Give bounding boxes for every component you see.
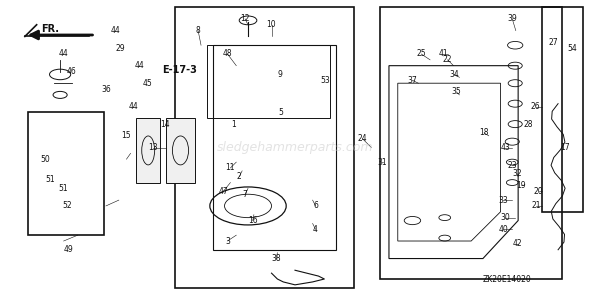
Text: 18: 18	[479, 128, 489, 137]
Text: 39: 39	[507, 14, 517, 23]
Text: 45: 45	[142, 79, 152, 88]
Text: 41: 41	[438, 50, 448, 58]
Text: 53: 53	[320, 76, 330, 85]
Text: 35: 35	[451, 88, 461, 96]
Text: 44: 44	[135, 61, 145, 70]
Text: 38: 38	[271, 254, 281, 263]
Text: 25: 25	[417, 50, 426, 58]
Text: 37: 37	[408, 76, 417, 85]
Text: sledgehammerparts.com: sledgehammerparts.com	[217, 141, 373, 154]
Text: 1: 1	[231, 119, 236, 129]
Text: 34: 34	[450, 70, 460, 79]
Text: 5: 5	[278, 108, 283, 117]
Text: 49: 49	[64, 245, 74, 254]
Text: 54: 54	[568, 44, 577, 53]
Bar	[136, 118, 160, 183]
Text: 7: 7	[242, 190, 248, 199]
Text: 16: 16	[248, 216, 257, 225]
Text: 40: 40	[499, 225, 509, 234]
Text: FR.: FR.	[41, 24, 60, 34]
Bar	[175, 7, 354, 288]
Text: 23: 23	[507, 160, 517, 170]
Text: 12: 12	[240, 14, 250, 23]
Text: 14: 14	[160, 119, 169, 129]
Text: 28: 28	[524, 119, 533, 129]
Bar	[166, 118, 195, 183]
Text: 32: 32	[512, 169, 522, 178]
Text: 47: 47	[218, 187, 228, 196]
Text: 17: 17	[560, 143, 570, 152]
Text: 48: 48	[222, 50, 232, 58]
Text: 8: 8	[196, 26, 201, 35]
Text: 4: 4	[313, 225, 318, 234]
Text: 10: 10	[267, 20, 276, 29]
Text: 9: 9	[278, 70, 283, 79]
Text: 15: 15	[122, 131, 132, 140]
Text: 3: 3	[225, 237, 230, 245]
Text: 19: 19	[516, 181, 526, 190]
Text: 50: 50	[41, 155, 50, 164]
Text: 24: 24	[358, 134, 368, 143]
Text: 13: 13	[148, 143, 158, 152]
Text: 27: 27	[549, 38, 558, 47]
Text: 51: 51	[45, 175, 55, 184]
Text: 36: 36	[101, 85, 111, 94]
Text: 30: 30	[500, 213, 510, 222]
Text: 21: 21	[531, 201, 540, 210]
Text: 51: 51	[58, 184, 68, 193]
Bar	[542, 7, 583, 212]
Text: 46: 46	[67, 67, 77, 76]
Text: 42: 42	[512, 240, 522, 248]
Text: 33: 33	[499, 196, 509, 205]
Text: 44: 44	[111, 26, 121, 35]
Text: E-17-3: E-17-3	[162, 65, 197, 75]
Text: 6: 6	[313, 201, 318, 210]
Text: 44: 44	[129, 102, 139, 111]
Text: 20: 20	[534, 187, 543, 196]
Text: 43: 43	[500, 143, 510, 152]
Bar	[380, 7, 562, 279]
Text: 31: 31	[377, 158, 386, 167]
Text: 26: 26	[531, 102, 540, 111]
Text: 2: 2	[237, 172, 241, 181]
Text: 11: 11	[225, 163, 235, 173]
Text: 29: 29	[115, 44, 125, 53]
Text: 22: 22	[443, 55, 453, 64]
Text: ZK20E14020: ZK20E14020	[483, 275, 532, 284]
Bar	[28, 112, 104, 235]
Text: 52: 52	[63, 201, 72, 210]
Text: 44: 44	[58, 50, 68, 58]
